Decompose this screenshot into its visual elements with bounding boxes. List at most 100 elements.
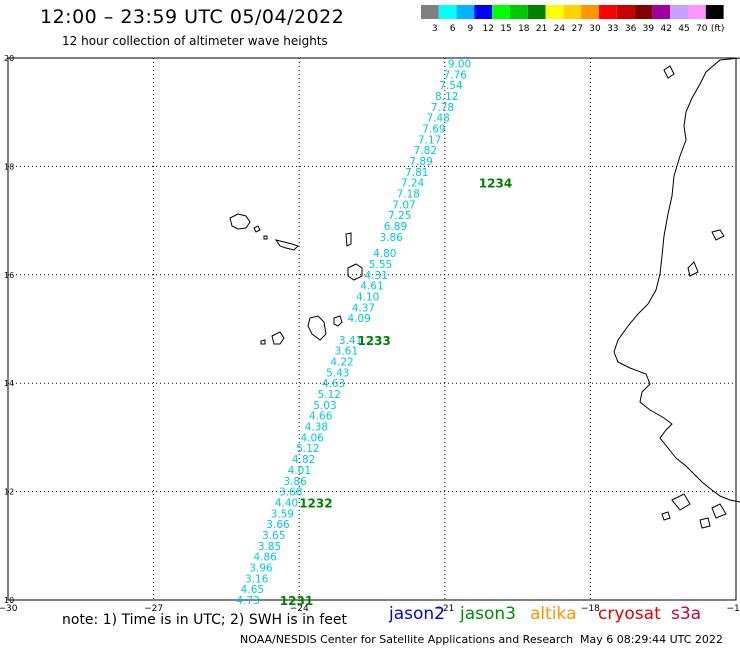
map-frame xyxy=(7,57,737,601)
lon-tick-label: −21 xyxy=(435,604,454,614)
coast-detail-a xyxy=(663,65,675,79)
swh-value: 4.66 xyxy=(309,411,333,423)
swh-value: 4.37 xyxy=(352,302,375,314)
swh-value: 6.89 xyxy=(384,221,407,233)
lat-tick-label: 18 xyxy=(4,162,14,171)
swh-value: 7.24 xyxy=(401,178,425,190)
island-sao-nicolau xyxy=(274,239,299,251)
swh-value: 5.43 xyxy=(326,367,349,379)
satellite-cryosat: cryosat xyxy=(598,604,661,624)
satellite-altika: altika xyxy=(530,604,577,624)
legend-swatch xyxy=(599,5,617,19)
legend-swatch xyxy=(545,5,564,19)
legend-label: 3 xyxy=(432,24,438,34)
swh-value: 4.86 xyxy=(253,552,277,564)
island-fogo xyxy=(271,331,285,345)
lon-tick-label: −18 xyxy=(581,604,600,614)
map-title: 12:00 – 23:59 UTC 05/04/2022 xyxy=(40,6,345,28)
legend-label: 36 xyxy=(625,24,637,34)
island-maio xyxy=(333,315,343,327)
legend-label: 42 xyxy=(660,24,671,34)
coast-detail-g xyxy=(699,517,711,529)
legend-label: 33 xyxy=(607,24,618,34)
lon-tick-label: −15 xyxy=(727,604,740,614)
lon-tick-label: −30 xyxy=(0,604,18,614)
legend-label: 39 xyxy=(643,24,655,34)
swh-value: 4.01 xyxy=(288,465,311,477)
swh-value: 4.61 xyxy=(360,281,383,293)
legend-swatch xyxy=(670,5,688,19)
swh-value: 5.12 xyxy=(296,443,319,455)
swh-value: 7.76 xyxy=(444,69,468,81)
swh-value: 7.07 xyxy=(392,199,415,211)
lat-tick-label: 20 xyxy=(4,54,14,63)
swh-value: 5.03 xyxy=(313,400,336,412)
legend-label: 18 xyxy=(518,24,530,34)
legend-label: 45 xyxy=(678,24,689,34)
legend-swatch xyxy=(421,5,439,19)
satellite-s3a: s3a xyxy=(671,604,702,624)
swh-value: 4.10 xyxy=(356,291,379,303)
island-sal xyxy=(345,232,352,247)
time-mark: 1234 xyxy=(479,177,512,191)
swh-value: 3.66 xyxy=(266,519,290,531)
swh-value: 4.63 xyxy=(322,378,345,390)
lon-tick-label: −24 xyxy=(290,604,309,614)
legend-swatch xyxy=(581,5,599,19)
satellite-jason3: jason3 xyxy=(460,604,516,624)
swh-value: 4.09 xyxy=(347,313,370,325)
time-mark: 1231 xyxy=(280,594,313,608)
swh-value: 4.31 xyxy=(365,270,388,282)
lat-tick-label: 10 xyxy=(4,596,14,605)
swh-value: 7.81 xyxy=(405,167,428,179)
legend-label: 12 xyxy=(482,24,493,34)
swh-value: 3.59 xyxy=(271,508,294,520)
legend-label: 70 xyxy=(696,24,708,34)
footer-credit: NOAA/NESDIS Center for Satellite Applica… xyxy=(240,633,574,646)
legend-swatch xyxy=(563,5,582,19)
island-sao-vicente xyxy=(253,225,261,233)
coast-detail-b xyxy=(711,229,725,241)
altimeter-track: 9.007.767.548.127.787.487.697.177.827.89… xyxy=(236,58,471,607)
swh-value: 5.12 xyxy=(318,389,341,401)
graticule xyxy=(7,57,737,601)
coast-detail-e xyxy=(711,503,727,519)
legend-swatch xyxy=(688,5,706,19)
footer-note: note: 1) Time is in UTC; 2) SWH is in fe… xyxy=(62,612,348,628)
legend-swatch xyxy=(616,5,635,19)
swh-value: 7.25 xyxy=(388,210,411,222)
swh-value: 3.86 xyxy=(283,476,307,488)
island-santiago xyxy=(307,315,327,341)
legend-label: 6 xyxy=(450,24,456,34)
island-brava xyxy=(260,339,266,345)
coast-detail-f xyxy=(661,511,671,521)
swh-value: 4.82 xyxy=(292,454,315,466)
island-santo-antao xyxy=(229,213,251,230)
swh-value: 4.38 xyxy=(305,422,328,434)
legend-unit: (ft) xyxy=(711,24,725,34)
map-subtitle: 12 hour collection of altimeter wave hei… xyxy=(62,34,328,48)
island-santa-luzia xyxy=(263,235,268,240)
time-mark: 1232 xyxy=(299,496,332,510)
coastlines xyxy=(229,57,740,529)
legend-swatch xyxy=(492,5,510,19)
swh-value: 3.85 xyxy=(258,541,281,553)
swh-value: 4.80 xyxy=(373,248,396,260)
swh-value: 4.22 xyxy=(330,357,353,369)
swh-value: 7.48 xyxy=(426,113,449,125)
lat-tick-label: 16 xyxy=(4,271,14,280)
lat-tick-label: 12 xyxy=(4,488,14,497)
time-marks: 1234 1233 1232 1231 xyxy=(280,177,512,608)
swh-value: 7.82 xyxy=(414,145,437,157)
legend-label: 30 xyxy=(589,24,601,34)
african-coast xyxy=(613,57,740,503)
swh-value: 7.69 xyxy=(422,123,445,135)
legend-swatch xyxy=(510,5,528,19)
lon-tick-label: −27 xyxy=(144,604,163,614)
swh-value: 3.61 xyxy=(335,346,358,358)
time-mark: 1233 xyxy=(357,334,390,348)
footer-timestamp: May 6 08:29:44 UTC 2022 xyxy=(580,633,723,646)
legend-swatch xyxy=(474,5,493,19)
coast-detail-d xyxy=(671,493,691,511)
